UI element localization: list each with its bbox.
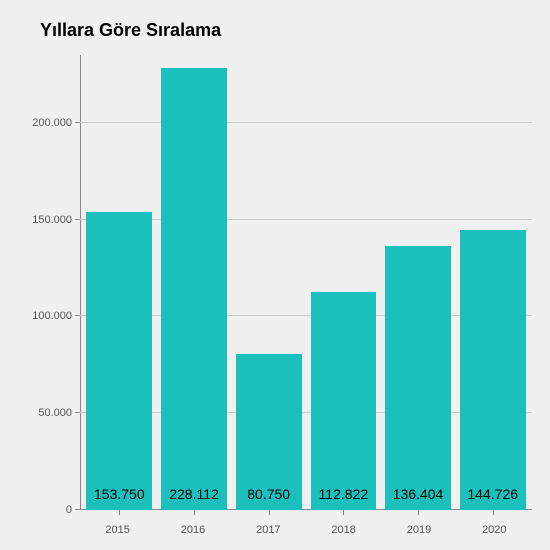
x-axis-label: 2019 (381, 524, 456, 536)
x-tick (269, 510, 270, 515)
bar: 144.726 (460, 230, 526, 510)
bar-slot: 80.750 (231, 55, 306, 510)
y-tick (75, 315, 80, 316)
x-tick (194, 510, 195, 515)
plot-area: 153.750 228.112 80.750 112.822 136.404 144.72… (80, 55, 532, 510)
bar-slot: 144.726 (455, 55, 530, 510)
y-axis-label: 150.000 (32, 214, 72, 226)
bars-group: 153.750 228.112 80.750 112.822 136.404 144.72… (80, 55, 532, 510)
bar: 136.404 (385, 246, 451, 510)
x-axis-label: 2017 (231, 524, 306, 536)
x-tick (418, 510, 419, 515)
x-axis-label: 2015 (80, 524, 155, 536)
y-axis-label: 200.000 (32, 117, 72, 129)
y-tick (75, 122, 80, 123)
x-axis-label: 2020 (457, 524, 532, 536)
bar-slot: 112.822 (306, 55, 381, 510)
bar-value-label: 153.750 (94, 486, 145, 502)
x-tick (493, 510, 494, 515)
x-axis-label: 2016 (155, 524, 230, 536)
bar: 112.822 (311, 292, 377, 510)
y-axis-label: 50.000 (38, 407, 72, 419)
bar: 228.112 (161, 68, 227, 510)
y-axis-label: 0 (66, 504, 72, 516)
bar: 80.750 (236, 354, 302, 510)
y-axis-label: 100.000 (32, 310, 72, 322)
bar-value-label: 112.822 (319, 486, 369, 502)
bar-slot: 153.750 (82, 55, 157, 510)
bar-value-label: 144.726 (467, 486, 518, 502)
x-axis-labels: 201520162017201820192020 (80, 524, 532, 536)
bar-value-label: 228.112 (169, 486, 219, 502)
y-tick (75, 509, 80, 510)
bar-slot: 228.112 (157, 55, 232, 510)
x-tick (343, 510, 344, 515)
bar-value-label: 80.750 (247, 486, 290, 502)
chart-container: Yıllara Göre Sıralama 153.750 228.112 80.7… (0, 0, 550, 550)
chart-title: Yıllara Göre Sıralama (40, 20, 540, 41)
y-tick (75, 219, 80, 220)
bar-value-label: 136.404 (393, 486, 444, 502)
bar-slot: 136.404 (381, 55, 456, 510)
bar: 153.750 (86, 212, 152, 510)
x-tick (119, 510, 120, 515)
y-tick (75, 412, 80, 413)
x-axis-label: 2018 (306, 524, 381, 536)
